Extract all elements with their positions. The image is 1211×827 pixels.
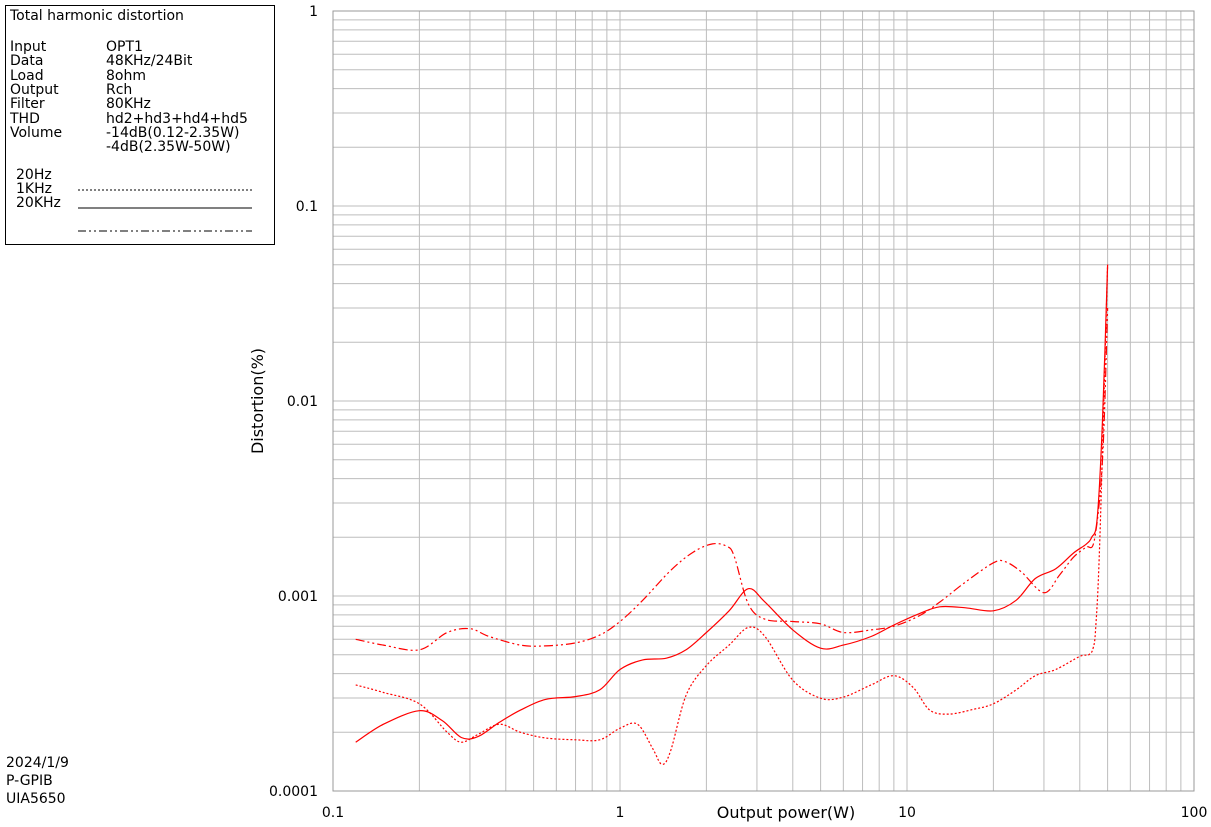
info-key: THD <box>10 110 40 127</box>
series-layer <box>355 264 1109 765</box>
plot-area-frame <box>332 10 1195 792</box>
info-row: -4dB(2.35W-50W) <box>10 140 231 154</box>
legend-swatch-20hz <box>78 189 252 191</box>
chart-title: Total harmonic distortion <box>10 8 184 24</box>
info-row: Load 8ohm <box>10 69 146 83</box>
series-line-20khz <box>355 307 1109 651</box>
info-row: Data 48KHz/24Bit <box>10 54 192 68</box>
stamp-interface: P-GPIB <box>6 773 53 789</box>
x-tick-label: 0.1 <box>322 805 344 821</box>
info-key: Data <box>10 53 44 70</box>
legend-swatch-20khz <box>78 230 252 232</box>
info-key: Volume <box>10 124 63 141</box>
info-key: Filter <box>10 96 45 113</box>
info-row: Filter 80KHz <box>10 97 151 111</box>
info-row: THD hd2+hd3+hd4+hd5 <box>10 112 248 126</box>
info-row: Input OPT1 <box>10 40 143 54</box>
stamp-instrument: UIA5650 <box>6 791 66 807</box>
x-tick-label: 1 <box>616 805 625 821</box>
tick-labels: 0.1 1 10 100 0.0001 0.001 0.01 0.1 1 <box>269 4 1207 821</box>
x-axis-label: Output power(W) <box>717 803 855 822</box>
info-value: 80KHz <box>106 96 151 113</box>
legend-label-20khz: 20KHz <box>16 195 61 211</box>
grid <box>332 10 1195 792</box>
info-value: -14dB(0.12-2.35W) <box>106 124 240 141</box>
y-tick-label: 0.001 <box>278 589 318 605</box>
y-axis-label: Distortion(%) <box>248 348 267 454</box>
legend-label-20hz: 20Hz <box>16 167 52 183</box>
info-value: 8ohm <box>106 67 146 84</box>
measurement-stamp: 2024/1/9 P-GPIB UIA5650 <box>6 754 69 808</box>
info-value: OPT1 <box>106 39 143 55</box>
info-value: 48KHz/24Bit <box>106 53 193 70</box>
legend-label-1khz: 1KHz <box>16 181 52 197</box>
info-value: -4dB(2.35W-50W) <box>106 139 231 156</box>
y-tick-label: 0.01 <box>287 394 318 410</box>
info-key: Input <box>10 39 47 55</box>
legend-box: Total harmonic distortion Input OPT1 Data 4… <box>5 5 275 245</box>
info-key: Output <box>10 81 59 98</box>
info-key: Load <box>10 67 44 84</box>
info-row: Volume -14dB(0.12-2.35W) <box>10 126 240 140</box>
x-tick-label: 10 <box>898 805 916 821</box>
stamp-date: 2024/1/9 <box>6 755 69 771</box>
y-tick-label: 0.1 <box>296 199 318 215</box>
legend-swatch-1khz <box>78 207 252 209</box>
y-tick-label: 1 <box>309 4 318 20</box>
series-line-20hz <box>355 264 1109 765</box>
series-line-1khz <box>355 264 1109 743</box>
y-tick-label: 0.0001 <box>269 784 318 800</box>
info-value: hd2+hd3+hd4+hd5 <box>106 110 248 127</box>
info-value: Rch <box>106 81 133 98</box>
x-tick-label: 100 <box>1181 805 1208 821</box>
info-row: Output Rch <box>10 83 132 97</box>
